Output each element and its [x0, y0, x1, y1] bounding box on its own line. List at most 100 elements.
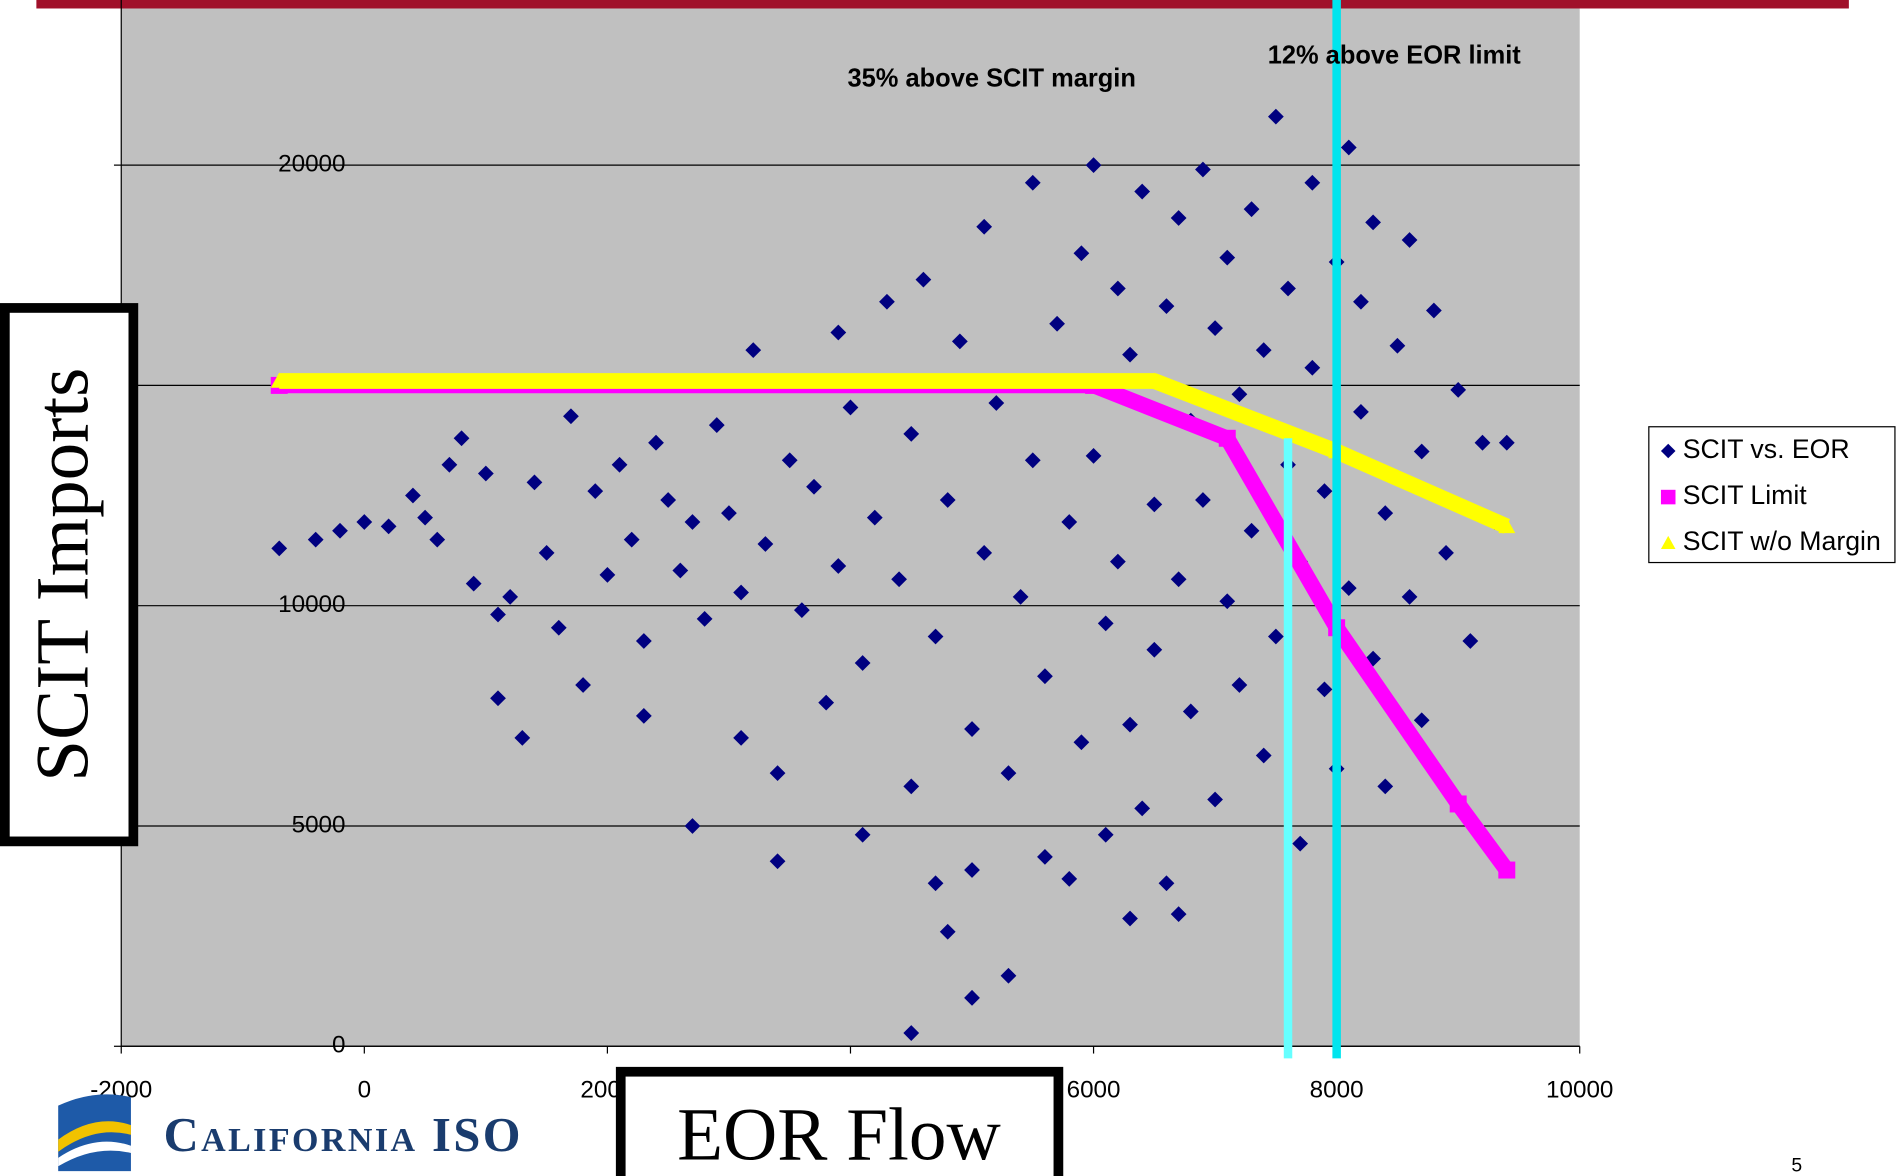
point: [830, 324, 847, 341]
y-tick-label: 20000: [278, 151, 345, 178]
point: [1267, 108, 1284, 125]
point: [1365, 214, 1381, 231]
point: [332, 522, 348, 539]
point: [927, 875, 944, 892]
point: [429, 531, 446, 548]
point: [903, 778, 920, 795]
legend-label: SCIT vs. EOR: [1683, 434, 1850, 464]
point: [490, 606, 506, 623]
point: [1073, 245, 1090, 262]
point: [818, 694, 835, 711]
point: [611, 456, 628, 473]
point: [271, 540, 288, 557]
point: [1000, 765, 1017, 781]
point: [1195, 492, 1211, 508]
point: [733, 729, 749, 746]
x-axis-label: EOR Flow: [677, 1093, 1001, 1176]
point: [1097, 615, 1114, 632]
header-bar: [36, 0, 1849, 9]
point: [1389, 337, 1406, 354]
point: [514, 729, 531, 746]
logo: California ISO: [58, 1094, 523, 1172]
point: [1218, 429, 1236, 447]
point: [477, 465, 494, 482]
point: [1316, 483, 1333, 500]
point: [660, 492, 677, 508]
point: [270, 372, 288, 388]
point: [1377, 778, 1394, 795]
y-tick-label: 0: [332, 1032, 345, 1059]
logo-text: California ISO: [164, 1109, 523, 1162]
point: [1037, 848, 1053, 865]
point: [623, 531, 640, 548]
x-tick-label: 10000: [1546, 1077, 1613, 1104]
point: [1304, 359, 1321, 376]
point: [635, 633, 652, 649]
y-axis-label: SCIT Imports: [22, 368, 105, 782]
point: [806, 478, 822, 495]
point: [1280, 280, 1296, 297]
point: [939, 923, 956, 940]
point: [1219, 249, 1236, 266]
point: [563, 408, 579, 425]
point: [1304, 174, 1321, 191]
point: [745, 342, 762, 359]
legend-marker: [1660, 443, 1676, 459]
point: [1024, 452, 1041, 469]
point: [1243, 522, 1260, 539]
point: [1170, 906, 1187, 922]
legend-label: SCIT w/o Margin: [1683, 526, 1881, 556]
point: [1401, 232, 1418, 248]
point: [757, 536, 774, 552]
point: [1122, 346, 1138, 363]
point: [988, 395, 1005, 411]
point: [1498, 434, 1515, 451]
legend-marker: [1660, 535, 1676, 549]
point: [1109, 553, 1126, 570]
point: [1000, 967, 1017, 984]
point: [1182, 703, 1199, 720]
legend-label: SCIT Limit: [1683, 480, 1808, 510]
point: [939, 492, 956, 508]
point: [1255, 342, 1272, 359]
point: [307, 531, 324, 548]
point: [1122, 910, 1138, 927]
point: [684, 818, 701, 834]
point: [1024, 174, 1041, 191]
point: [1353, 293, 1369, 310]
point: [1449, 795, 1467, 813]
point: [672, 562, 689, 579]
point: [1438, 544, 1454, 561]
point: [1498, 861, 1516, 879]
point: [708, 417, 725, 433]
point: [1353, 403, 1369, 420]
y-label-box: [0, 303, 139, 847]
point: [441, 456, 458, 473]
point: [453, 430, 470, 447]
page-number: 5: [1791, 1154, 1802, 1176]
point: [648, 434, 664, 451]
point: [1207, 791, 1223, 808]
x-tick-label: 6000: [1067, 1077, 1121, 1104]
point: [575, 677, 591, 693]
point: [854, 655, 871, 671]
point: [1207, 320, 1223, 337]
logo-wave: [58, 1141, 131, 1167]
point: [1195, 161, 1211, 178]
point: [1243, 201, 1260, 218]
logo-wave: [58, 1121, 131, 1152]
point: [1255, 747, 1272, 764]
point: [1292, 835, 1309, 852]
point: [1097, 826, 1114, 843]
point: [405, 487, 421, 504]
point: [830, 558, 847, 574]
point: [538, 544, 555, 561]
point: [1085, 157, 1102, 174]
legend-marker: [1660, 489, 1676, 505]
point: [842, 399, 859, 416]
y-tick-label: 5000: [292, 811, 346, 838]
point: [1462, 633, 1479, 649]
point: [915, 271, 932, 288]
x-tick-label: 0: [358, 1077, 371, 1104]
point: [1145, 372, 1163, 388]
